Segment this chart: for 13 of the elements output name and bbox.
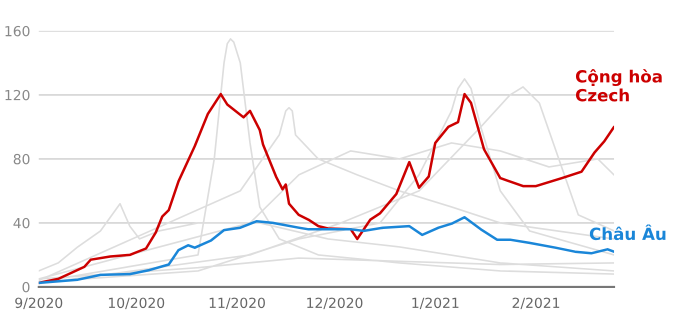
text: Cộng hòa Czech [576, 69, 662, 102]
series-label: Châu Âu [590, 224, 666, 240]
x-tick-label: 10/2020 [108, 298, 164, 310]
x-tick-label: 2/2021 [512, 298, 560, 310]
x-tick-label: 1/2021 [412, 298, 458, 310]
y-tick-label: 40 [13, 218, 30, 228]
y-tick-label: 0 [22, 282, 30, 292]
y-tick-label: 160 [5, 26, 30, 36]
x-tick-label: 9/2020 [15, 298, 62, 310]
y-tick-label: 120 [5, 90, 30, 100]
y-tick-label: 80 [14, 154, 30, 164]
x-tick-label: 11/2020 [210, 298, 265, 310]
x-tick-label: 12/2020 [307, 298, 362, 310]
